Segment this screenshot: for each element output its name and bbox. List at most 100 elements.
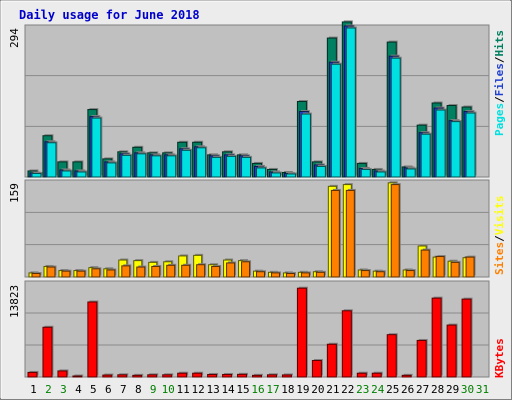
day-label-19: 19 bbox=[296, 383, 309, 396]
visits-bar-sites-26 bbox=[405, 270, 415, 278]
day-label-16: 16 bbox=[251, 383, 264, 396]
hits-bar-pages-28 bbox=[435, 109, 446, 178]
hits-bar-pages-10 bbox=[166, 155, 177, 178]
hits-bar-pages-17 bbox=[270, 172, 281, 178]
hits-bar-pages-15 bbox=[241, 156, 252, 178]
hits-bar-pages-11 bbox=[181, 149, 192, 178]
visits-bar-sites-30 bbox=[465, 256, 475, 278]
hits-bar-pages-1 bbox=[31, 172, 42, 178]
kbytes-bar-kbytes-23 bbox=[356, 372, 367, 378]
kbytes-bar-kbytes-12 bbox=[192, 372, 203, 378]
kbytes-bar-kbytes-3 bbox=[57, 370, 68, 378]
day-label-18: 18 bbox=[281, 383, 294, 396]
day-label-11: 11 bbox=[177, 383, 190, 396]
visits-bar-sites-24 bbox=[375, 271, 385, 278]
hits-bar-pages-16 bbox=[256, 167, 267, 178]
legend-sites: Sites bbox=[493, 242, 506, 275]
hits-legend: Pages/Files/Hits bbox=[493, 30, 506, 136]
day-label-29: 29 bbox=[446, 383, 459, 396]
visits-bar-sites-11 bbox=[181, 264, 191, 278]
hits-bar-pages-20 bbox=[315, 165, 326, 178]
kbytes-bar-kbytes-7 bbox=[117, 374, 128, 378]
day-label-15: 15 bbox=[236, 383, 249, 396]
hits-bar-pages-13 bbox=[211, 156, 222, 178]
kbytes-bar-kbytes-8 bbox=[132, 374, 143, 378]
kbytes-bar-kbytes-15 bbox=[237, 373, 248, 378]
kbytes-bar-kbytes-14 bbox=[222, 373, 233, 378]
visits-plot-area bbox=[24, 179, 490, 278]
hits-bar-pages-19 bbox=[300, 113, 311, 178]
hits-bar-pages-7 bbox=[121, 154, 132, 178]
day-label-8: 8 bbox=[135, 383, 142, 396]
visits-bar-sites-9 bbox=[151, 265, 161, 278]
hits-bar-pages-29 bbox=[450, 121, 461, 178]
hits-bar-pages-18 bbox=[285, 173, 296, 178]
kbytes-shadow-kbytes-8 bbox=[134, 373, 144, 376]
day-label-20: 20 bbox=[311, 383, 324, 396]
day-label-6: 6 bbox=[105, 383, 112, 396]
hits-bar-pages-8 bbox=[136, 153, 147, 178]
day-label-24: 24 bbox=[371, 383, 385, 396]
legend-kbytes: KBytes bbox=[493, 338, 506, 378]
day-label-17: 17 bbox=[266, 383, 279, 396]
visits-bar-sites-1 bbox=[31, 272, 41, 278]
legend-sep-1: / bbox=[493, 96, 506, 103]
kbytes-bar-kbytes-21 bbox=[326, 343, 337, 378]
day-label-3: 3 bbox=[60, 383, 67, 396]
kbytes-bar-kbytes-29 bbox=[446, 324, 457, 378]
day-label-25: 25 bbox=[386, 383, 399, 396]
hits-bar-pages-21 bbox=[330, 63, 341, 178]
hits-bar-pages-22 bbox=[345, 27, 356, 178]
legend-hits: Hits bbox=[493, 30, 506, 57]
kbytes-bar-kbytes-5 bbox=[87, 301, 98, 378]
kbytes-shadow-kbytes-6 bbox=[104, 373, 114, 376]
day-label-31: 31 bbox=[476, 383, 489, 396]
day-label-12: 12 bbox=[192, 383, 205, 396]
visits-bar-sites-6 bbox=[106, 269, 116, 278]
kbytes-bar-kbytes-9 bbox=[147, 374, 158, 378]
chart-title: Daily usage for June 2018 bbox=[19, 8, 200, 22]
kbytes-bar-kbytes-19 bbox=[296, 287, 307, 378]
hits-bar-pages-23 bbox=[360, 168, 371, 178]
visits-bar-sites-12 bbox=[196, 264, 206, 278]
kbytes-bar-kbytes-10 bbox=[162, 374, 173, 378]
kbytes-bar-kbytes-1 bbox=[27, 371, 38, 378]
day-label-10: 10 bbox=[162, 383, 175, 396]
hits-bar-pages-24 bbox=[375, 171, 386, 178]
visits-bar-sites-29 bbox=[450, 261, 460, 278]
hits-bar-pages-2 bbox=[46, 142, 57, 178]
hits-ymax-label: 294 bbox=[8, 28, 21, 48]
day-label-23: 23 bbox=[356, 383, 369, 396]
hits-bar-pages-9 bbox=[151, 155, 162, 178]
visits-bar-sites-18 bbox=[285, 272, 295, 278]
visits-bar-sites-25 bbox=[390, 184, 400, 278]
kbytes-shadow-kbytes-16 bbox=[254, 373, 264, 376]
kbytes-bar-kbytes-18 bbox=[281, 374, 292, 378]
hits-bar-pages-30 bbox=[465, 112, 476, 178]
hits-bar-pages-6 bbox=[106, 162, 117, 178]
kbytes-bar-kbytes-24 bbox=[371, 372, 382, 378]
visits-bar-sites-27 bbox=[420, 249, 430, 278]
legend-sep-2: / bbox=[493, 56, 506, 63]
kbytes-bar-kbytes-30 bbox=[461, 298, 472, 378]
visits-bar-sites-2 bbox=[46, 266, 56, 278]
legend-sep-3: / bbox=[493, 235, 506, 242]
kbytes-bar-kbytes-17 bbox=[266, 374, 277, 378]
visits-bar-sites-19 bbox=[300, 272, 310, 278]
hits-bar-pages-12 bbox=[196, 147, 207, 178]
kbytes-plot-area bbox=[24, 280, 490, 378]
day-label-5: 5 bbox=[90, 383, 97, 396]
kbytes-bar-kbytes-4 bbox=[72, 375, 83, 378]
visits-legend: Sites/Visits bbox=[493, 196, 506, 276]
kbytes-bar-kbytes-22 bbox=[341, 310, 352, 378]
day-label-7: 7 bbox=[120, 383, 127, 396]
legend-visits: Visits bbox=[493, 196, 506, 236]
day-label-28: 28 bbox=[431, 383, 444, 396]
visits-bar-sites-10 bbox=[166, 264, 176, 278]
visits-bar-sites-5 bbox=[91, 268, 101, 278]
day-label-13: 13 bbox=[206, 383, 219, 396]
kbytes-panel bbox=[24, 280, 490, 378]
visits-bar-sites-3 bbox=[61, 270, 71, 278]
visits-bar-sites-8 bbox=[136, 266, 146, 278]
hits-bar-pages-3 bbox=[61, 170, 72, 178]
